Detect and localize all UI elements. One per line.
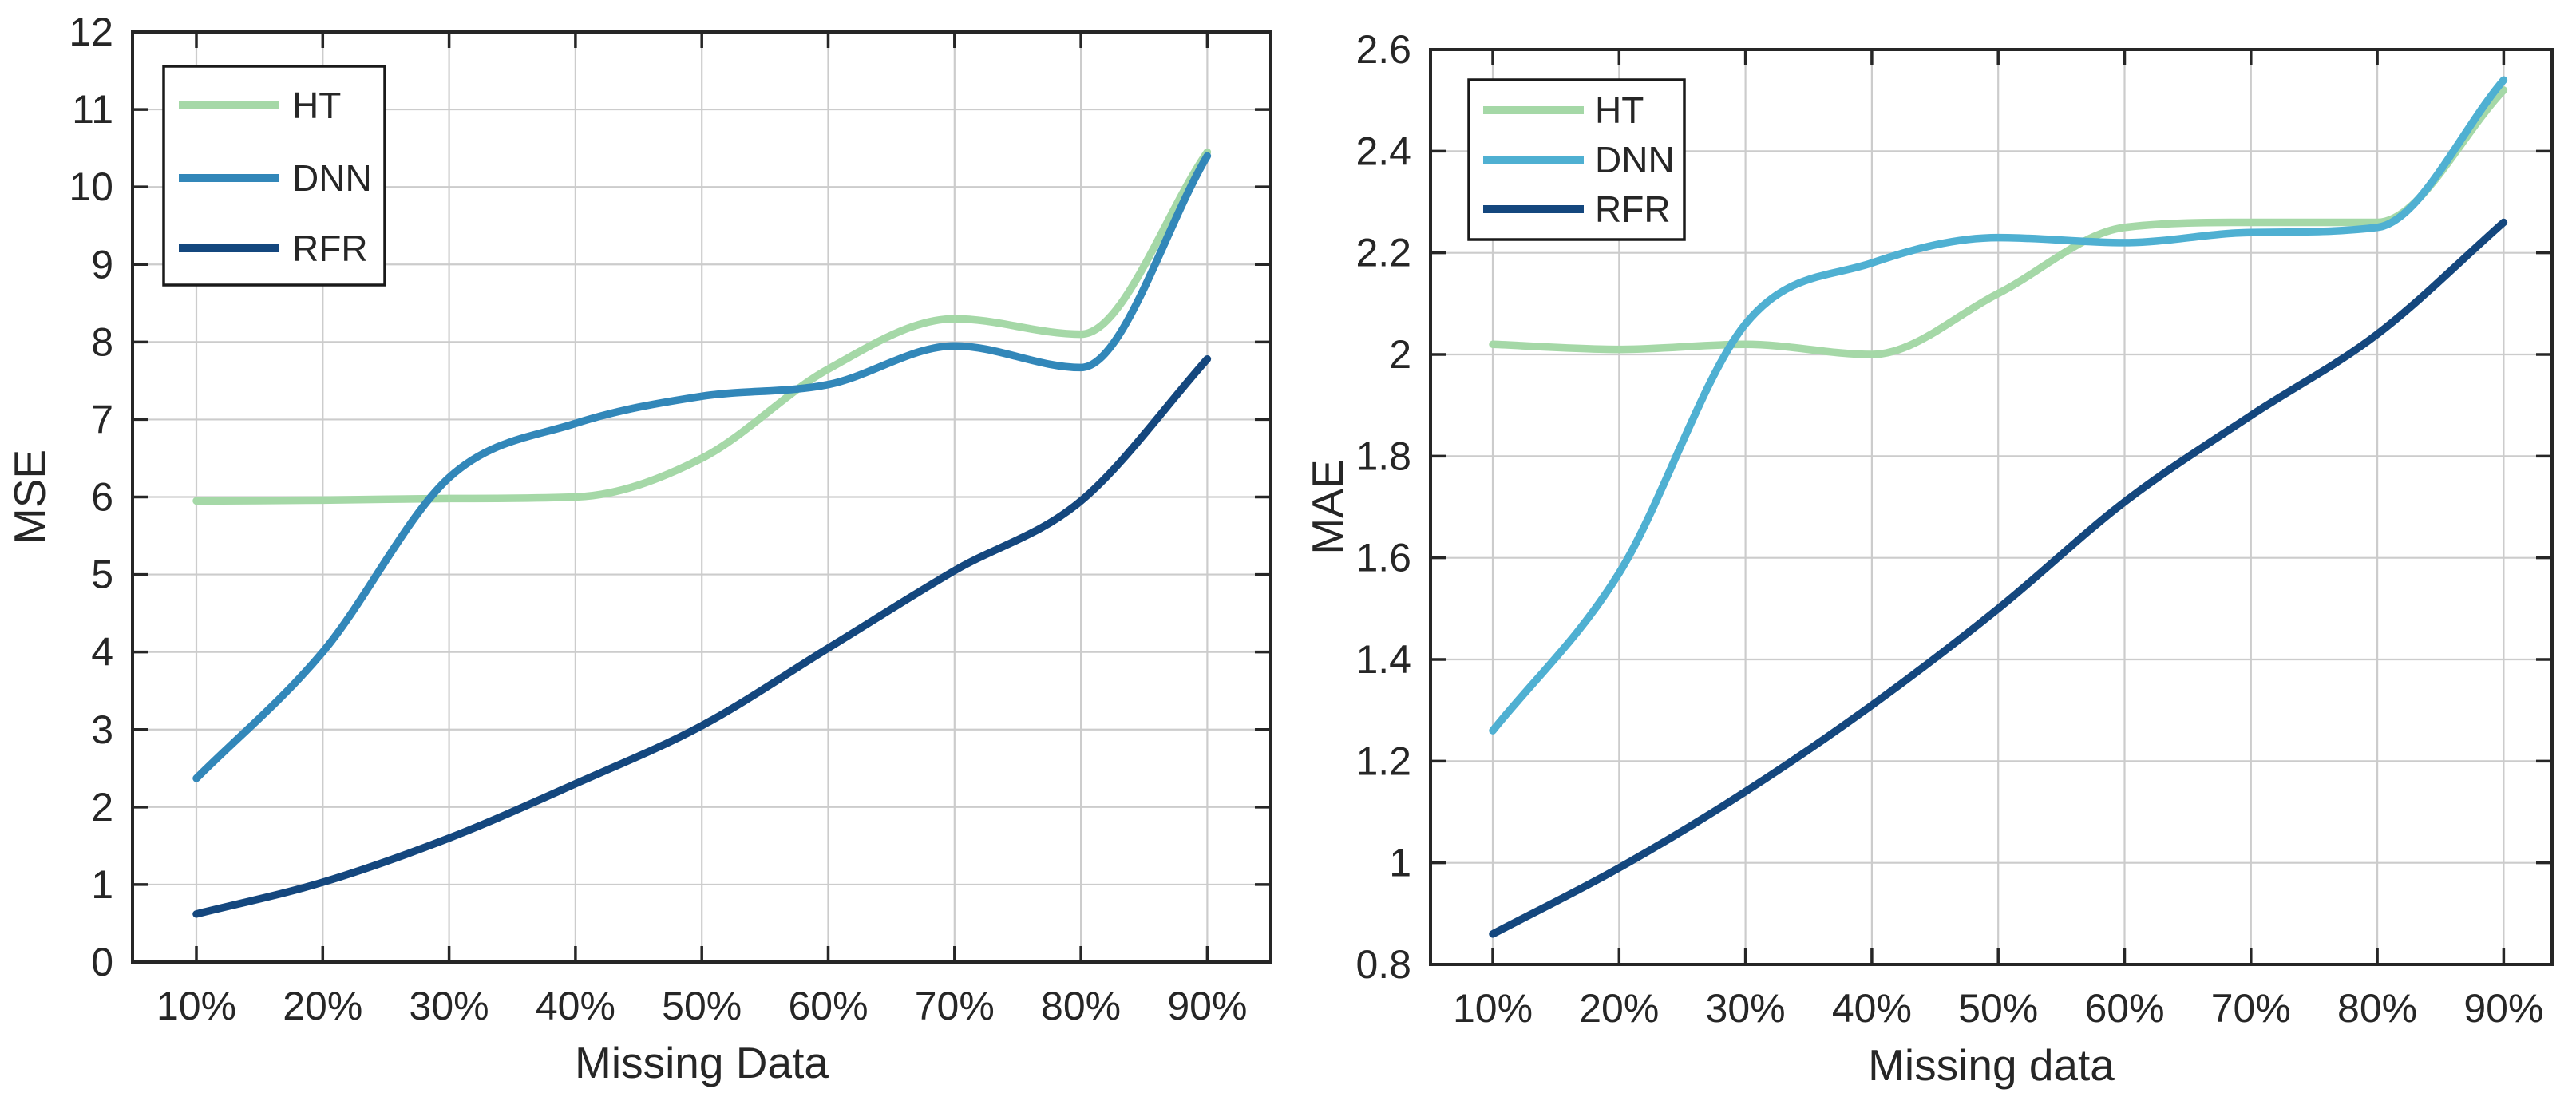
x-tick-label: 50% — [662, 984, 742, 1028]
x-tick-label: 30% — [1706, 986, 1786, 1031]
series-line-dnn — [192, 152, 1212, 782]
y-axis-label: MSE — [5, 449, 54, 545]
y-tick-label: 8 — [91, 319, 113, 364]
y-tick-label: 10 — [69, 164, 113, 209]
y-tick-label: 6 — [91, 475, 113, 520]
legend-label: RFR — [1595, 188, 1671, 230]
series-line-rfr — [192, 354, 1212, 918]
series-line-dnn — [1489, 76, 2508, 735]
x-tick-label: 60% — [788, 984, 868, 1028]
axes-box — [131, 30, 1272, 964]
x-tick-label: 90% — [2463, 986, 2543, 1031]
x-tick-label: 40% — [1832, 986, 1912, 1031]
x-tick-label: 90% — [1167, 984, 1247, 1028]
y-tick-label: 5 — [91, 552, 113, 597]
y-tick-label: 1.6 — [1355, 536, 1411, 580]
series-line-rfr — [1489, 218, 2508, 938]
y-tick-label: 2 — [1389, 332, 1411, 377]
mae-chart: 10% 20% 30% 40% 50% 60% 70% 80% 90% 0.8 1 1.2 1.4 1.6… — [1303, 27, 2554, 1090]
legend-label: DNN — [292, 157, 372, 199]
y-tick-label: 3 — [91, 707, 113, 752]
y-tick-label: 9 — [91, 242, 113, 287]
y-tick-label: 1.8 — [1355, 434, 1411, 478]
y-tick-label: 12 — [69, 10, 113, 54]
y-tick-label: 2.6 — [1355, 27, 1411, 72]
axes-box — [1429, 48, 2554, 966]
x-tick-label: 20% — [1579, 986, 1659, 1031]
y-tick-label: 1 — [91, 862, 113, 907]
x-tick-label: 10% — [156, 984, 236, 1028]
x-tick-label: 70% — [915, 984, 995, 1028]
x-tick-label: 20% — [283, 984, 362, 1028]
x-tick-label: 30% — [410, 984, 489, 1028]
y-tick-label: 2 — [91, 785, 113, 830]
y-tick-label: 0 — [91, 940, 113, 984]
series-line-ht — [192, 148, 1212, 505]
y-tick-label: 1 — [1389, 841, 1411, 885]
y-tick-label: 2.2 — [1355, 231, 1411, 275]
legend-label: HT — [1595, 89, 1644, 131]
y-tick-label: 0.8 — [1355, 942, 1411, 987]
y-tick-label: 4 — [91, 630, 113, 675]
y-tick-label: 11 — [72, 87, 113, 132]
x-tick-label: 10% — [1453, 986, 1533, 1031]
mse-chart: 10% 20% 30% 40% 50% 60% 70% 80% 90%0123456789101… — [5, 10, 1272, 1087]
y-tick-label: 1.4 — [1355, 637, 1411, 682]
x-tick-label: 80% — [1041, 984, 1121, 1028]
y-tick-label: 2.4 — [1355, 129, 1411, 173]
y-axis-label: MAE — [1303, 459, 1352, 554]
x-tick-label: 50% — [1958, 986, 2038, 1031]
legend: HT DNN RFR — [162, 65, 386, 287]
legend-label: HT — [292, 85, 341, 126]
series-line-ht — [1489, 86, 2508, 358]
x-axis-label: Missing Data — [575, 1038, 829, 1087]
legend: HT DNN RFR — [1467, 78, 1686, 241]
y-tick-label: 1.2 — [1355, 739, 1411, 783]
x-tick-label: 80% — [2337, 986, 2417, 1031]
legend-label: DNN — [1595, 139, 1675, 180]
x-tick-label: 40% — [536, 984, 615, 1028]
x-axis-label: Missing data — [1868, 1040, 2115, 1090]
y-tick-label: 7 — [91, 397, 113, 442]
x-tick-label: 60% — [2084, 986, 2164, 1031]
x-tick-label: 70% — [2211, 986, 2291, 1031]
legend-label: RFR — [292, 228, 368, 269]
